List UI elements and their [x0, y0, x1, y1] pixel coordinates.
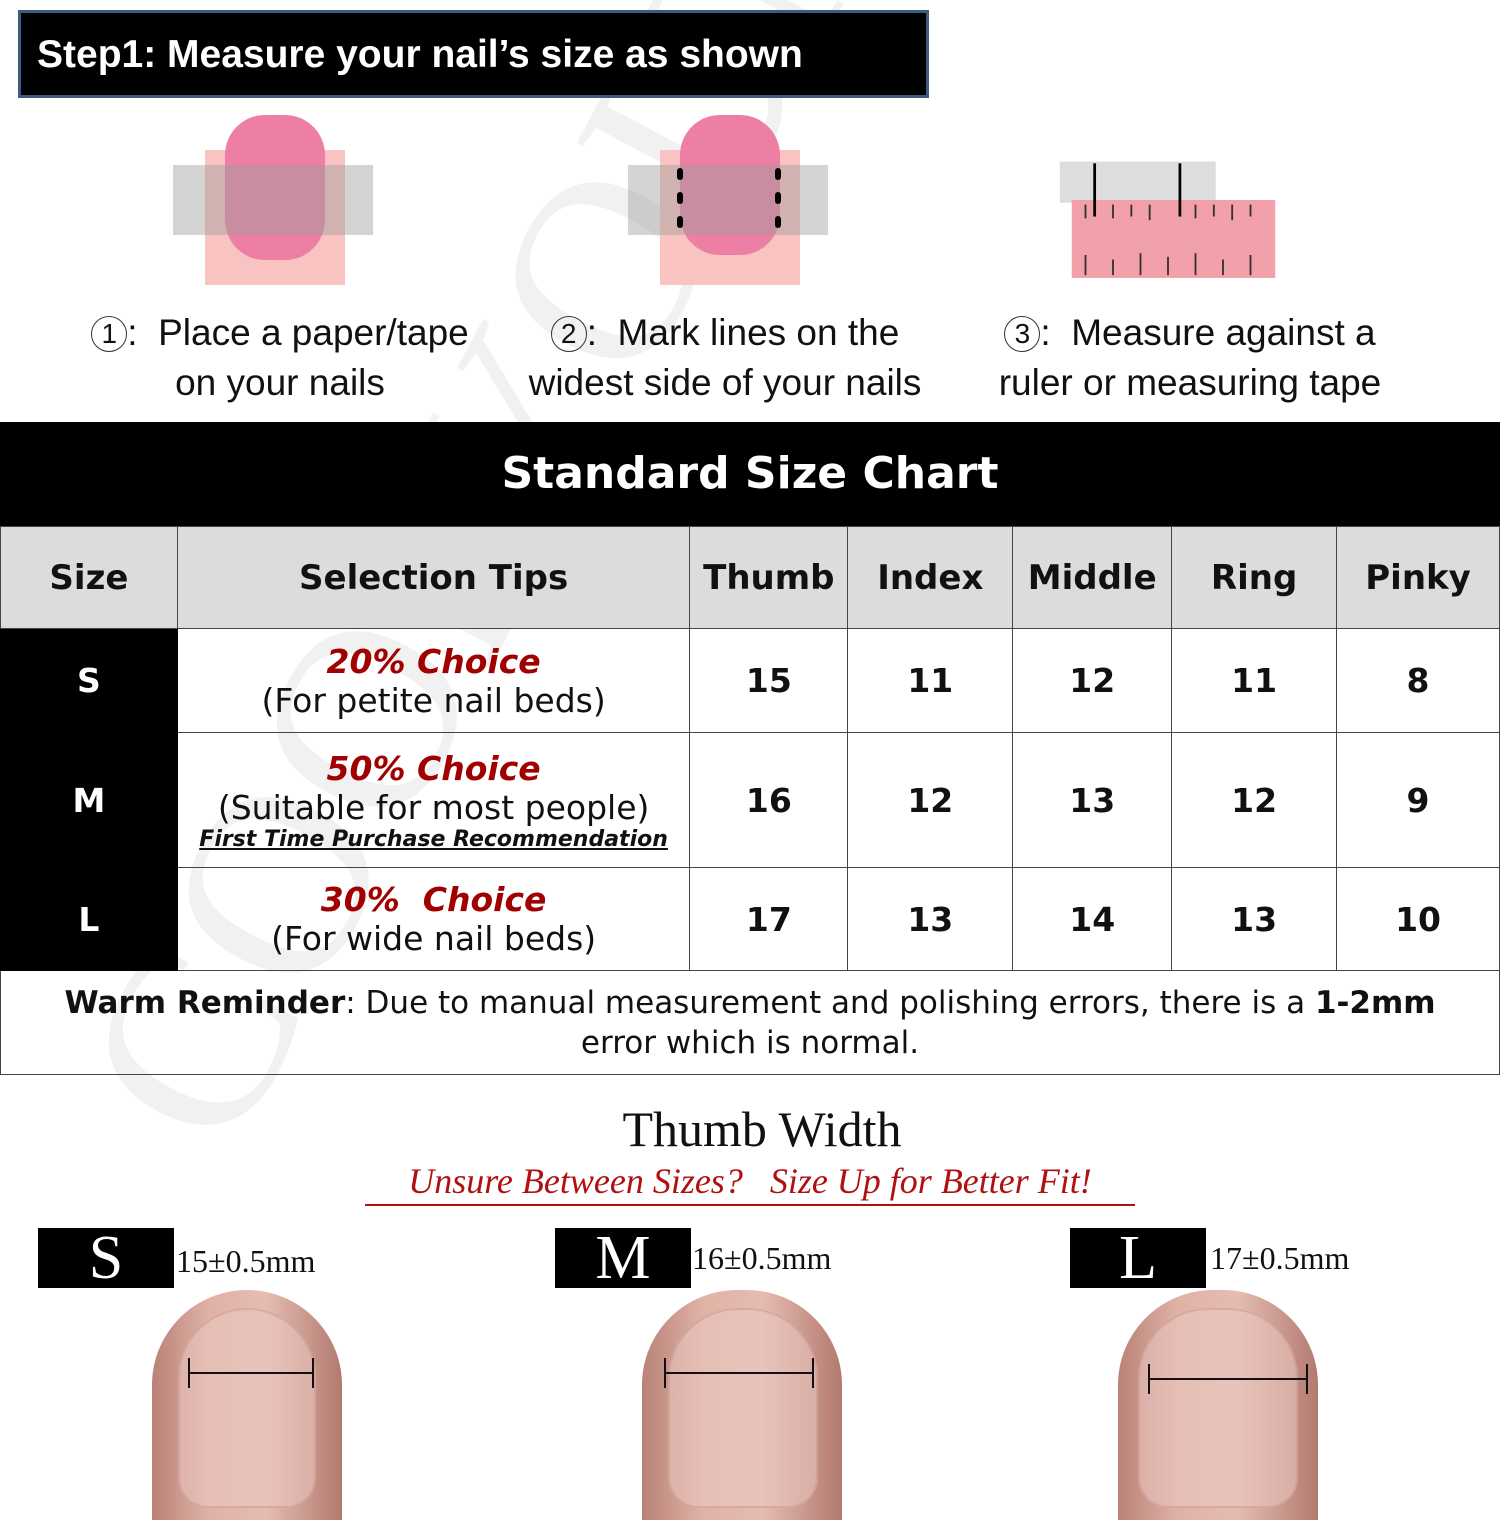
size-cell: S	[0, 628, 178, 733]
thumb-photo-s	[152, 1290, 342, 1520]
thumb-width-title: Thumb Width	[622, 1101, 902, 1157]
header-pinky: Pinky	[1336, 526, 1500, 629]
step-number-3: 3	[1004, 316, 1041, 352]
value-cell: 12	[1171, 732, 1338, 868]
tips-cell: 30% Choice (For wide nail beds)	[176, 867, 691, 971]
value-cell: 15	[689, 628, 849, 733]
mark-lines-illustration	[628, 115, 828, 285]
value-cell: 12	[1012, 628, 1173, 733]
size-chart-table: Size Selection Tips Thumb Index Middle R…	[0, 526, 1500, 971]
table-header-row: Size Selection Tips Thumb Index Middle R…	[0, 526, 1500, 629]
tips-cell: 20% Choice (For petite nail beds)	[176, 628, 691, 733]
value-cell: 13	[1012, 732, 1173, 868]
thumb-width-subtitle: Unsure Between Sizes? Size Up for Better…	[365, 1160, 1135, 1206]
value-cell: 16	[689, 732, 849, 868]
thumb-photo-l	[1118, 1290, 1318, 1520]
table-row: S 20% Choice (For petite nail beds) 15 11 1…	[0, 628, 1500, 733]
value-cell: 17	[689, 867, 849, 971]
size-cell: M	[0, 732, 178, 868]
value-cell: 13	[847, 867, 1014, 971]
tips-cell: 50% Choice (Suitable for most people) Firs…	[176, 732, 691, 868]
step-1-caption: 1: Place a paper/tape on your nails	[60, 308, 500, 408]
value-cell: 14	[1012, 867, 1173, 971]
header-size: Size	[0, 526, 178, 629]
step-header: Step1: Measure your nail’s size as shown	[18, 10, 929, 98]
value-cell: 9	[1336, 732, 1500, 868]
step-number-2: 2	[550, 316, 587, 352]
step-3-caption: 3: Measure against a ruler or measuring t…	[998, 312, 1382, 403]
recommendation-note: First Time Purchase Recommendation	[199, 826, 668, 852]
size-label-l: L	[1070, 1227, 1206, 1289]
value-cell: 11	[847, 628, 1014, 733]
value-cell: 8	[1336, 628, 1500, 733]
header-middle: Middle	[1012, 526, 1173, 629]
table-row: L 30% Choice (For wide nail beds) 17 13 14 1…	[0, 867, 1500, 971]
size-mm-m: 16±0.5mm	[692, 1240, 832, 1276]
header-index: Index	[847, 526, 1014, 629]
step-2-caption: 2: Mark lines on the widest side of your …	[528, 312, 922, 403]
chart-title: Standard Size Chart	[0, 422, 1500, 526]
size-mm-l: 17±0.5mm	[1210, 1240, 1350, 1276]
value-cell: 12	[847, 732, 1014, 868]
tape-on-nail-illustration	[173, 115, 373, 285]
ruler-illustration	[1059, 161, 1276, 278]
table-row: M 50% Choice (Suitable for most people) Fi…	[0, 732, 1500, 868]
size-cell: L	[0, 867, 178, 971]
value-cell: 11	[1171, 628, 1338, 733]
header-thumb: Thumb	[689, 526, 849, 629]
warm-reminder: Warm Reminder: Due to manual measurement…	[0, 971, 1500, 1075]
header-ring: Ring	[1171, 526, 1338, 629]
size-label-m: M	[555, 1227, 691, 1289]
size-mm-s: 15±0.5mm	[176, 1243, 316, 1279]
size-label-s: S	[38, 1227, 174, 1289]
header-tips: Selection Tips	[176, 526, 691, 629]
value-cell: 10	[1336, 867, 1500, 971]
step-number-1: 1	[91, 316, 128, 352]
thumb-photo-m	[642, 1290, 842, 1520]
value-cell: 13	[1171, 867, 1338, 971]
